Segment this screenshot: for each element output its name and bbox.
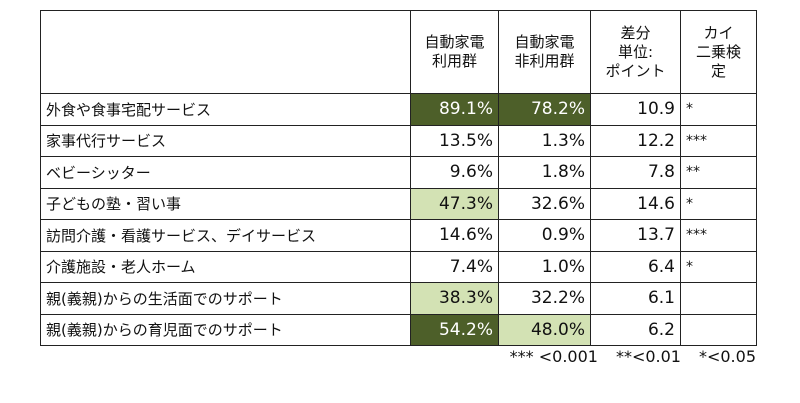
table-cell: 78.2% bbox=[498, 93, 591, 126]
table-cell: 32.2% bbox=[498, 282, 591, 315]
header-line: カイ bbox=[703, 23, 734, 42]
table-cell: 1.8% bbox=[498, 156, 591, 189]
header-line: 差分 bbox=[620, 23, 651, 42]
table-cell: * bbox=[680, 187, 757, 220]
table-cell: 54.2% bbox=[410, 313, 499, 346]
table-row: 子どもの塾・習い事 47.3% 32.6% 14.6 * bbox=[40, 187, 757, 220]
table-cell: 1.3% bbox=[498, 124, 591, 157]
table-row: ベビーシッター 9.6% 1.8% 7.8 ** bbox=[40, 156, 757, 189]
table-cell: 89.1% bbox=[410, 93, 499, 126]
table-cell bbox=[680, 282, 757, 315]
row-label: 親(義親)からの生活面でのサポート bbox=[40, 282, 411, 315]
table-cell: 47.3% bbox=[410, 187, 499, 220]
header-line: 定 bbox=[710, 61, 726, 80]
table-row: 親(義親)からの育児面でのサポート 54.2% 48.0% 6.2 bbox=[40, 313, 757, 346]
table-cell bbox=[680, 313, 757, 346]
header-line: ポイント bbox=[605, 61, 666, 80]
table-cell: 6.1 bbox=[590, 282, 681, 315]
header-row: 自動家電 利用群 自動家電 非利用群 差分 単位: ポイント カイ 二乗検定 bbox=[40, 10, 757, 94]
row-label: 子どもの塾・習い事 bbox=[40, 187, 411, 220]
table-cell: 10.9 bbox=[590, 93, 681, 126]
table-row: 訪問介護・看護サービス、デイサービス 14.6% 0.9% 13.7 *** bbox=[40, 219, 757, 252]
table-cell: 38.3% bbox=[410, 282, 499, 315]
table-cell: 9.6% bbox=[410, 156, 499, 189]
row-label: ベビーシッター bbox=[40, 156, 411, 189]
header-line: 非利用群 bbox=[514, 52, 575, 70]
table-cell: 0.9% bbox=[498, 219, 591, 252]
header-line: 自動家電 bbox=[424, 33, 485, 51]
header-line: 利用群 bbox=[431, 52, 477, 70]
table-row: 介護施設・老人ホーム 7.4% 1.0% 6.4 * bbox=[40, 250, 757, 283]
table-cell: 14.6 bbox=[590, 187, 681, 220]
table-cell: 12.2 bbox=[590, 124, 681, 157]
table-cell: *** bbox=[680, 124, 757, 157]
footnote-item: **<0.01 bbox=[615, 347, 681, 366]
table-cell: 7.4% bbox=[410, 250, 499, 283]
table-cell: 32.6% bbox=[498, 187, 591, 220]
row-label: 介護施設・老人ホーム bbox=[40, 250, 411, 283]
footnote-item: *<0.05 bbox=[698, 347, 756, 366]
row-label: 親(義親)からの育児面でのサポート bbox=[40, 313, 411, 346]
results-table: 自動家電 利用群 自動家電 非利用群 差分 単位: ポイント カイ 二乗検定 外食や食事宅配サー… bbox=[40, 10, 757, 346]
table-row: 家事代行サービス 13.5% 1.3% 12.2 *** bbox=[40, 124, 757, 157]
table-cell: 1.0% bbox=[498, 250, 591, 283]
column-header: 差分 単位: ポイント bbox=[590, 10, 681, 94]
header-line: 単位: bbox=[617, 42, 654, 61]
table-row: 外食や食事宅配サービス 89.1% 78.2% 10.9 * bbox=[40, 93, 757, 126]
table-cell: 14.6% bbox=[410, 219, 499, 252]
table-row: 親(義親)からの生活面でのサポート 38.3% 32.2% 6.1 bbox=[40, 282, 757, 315]
row-label: 家事代行サービス bbox=[40, 124, 411, 157]
row-label: 訪問介護・看護サービス、デイサービス bbox=[40, 219, 411, 252]
table-cell: * bbox=[680, 250, 757, 283]
header-line: 二乗検 bbox=[695, 42, 741, 61]
table-cell: ** bbox=[680, 156, 757, 189]
table-cell: 13.7 bbox=[590, 219, 681, 252]
column-header: 自動家電 非利用群 bbox=[498, 10, 591, 94]
column-header: 自動家電 利用群 bbox=[410, 10, 499, 94]
corner-cell bbox=[40, 10, 411, 94]
table-cell: 6.4 bbox=[590, 250, 681, 283]
row-label: 外食や食事宅配サービス bbox=[40, 93, 411, 126]
header-line: 自動家電 bbox=[514, 33, 575, 51]
table-cell: *** bbox=[680, 219, 757, 252]
table-cell: 6.2 bbox=[590, 313, 681, 346]
table-cell: 48.0% bbox=[498, 313, 591, 346]
column-header: カイ 二乗検定 bbox=[680, 10, 757, 94]
table-cell: 13.5% bbox=[410, 124, 499, 157]
table-cell: * bbox=[680, 93, 757, 126]
footnote: *** <0.001 **<0.01 *<0.05 bbox=[510, 347, 756, 366]
footnote-item: *** <0.001 bbox=[509, 347, 598, 366]
table-cell: 7.8 bbox=[590, 156, 681, 189]
